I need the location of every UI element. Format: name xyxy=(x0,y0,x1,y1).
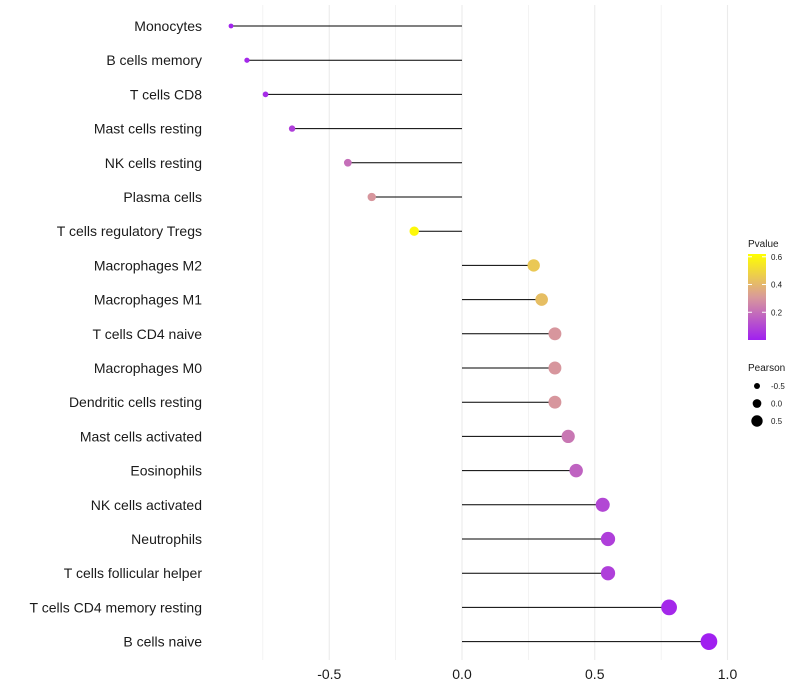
category-label: T cells regulatory Tregs xyxy=(57,223,202,239)
category-label: Dendritic cells resting xyxy=(69,394,202,410)
lollipop-point xyxy=(288,125,296,132)
category-label: T cells CD8 xyxy=(130,86,202,102)
lollipop-point xyxy=(535,293,548,306)
x-tick-label: 1.0 xyxy=(718,666,738,682)
pvalue-legend-label: 0.6 xyxy=(771,253,783,262)
grid-layer xyxy=(262,5,729,660)
category-label: Plasma cells xyxy=(123,189,202,205)
category-labels: Monocytes B cells memory T cells CD8 Mast c… xyxy=(30,18,203,650)
pearson-legend-keys: -0.5 0.0 0.5 xyxy=(751,382,785,427)
lollipop-point xyxy=(343,158,352,167)
lollipop-point xyxy=(262,91,269,98)
lollipop-point xyxy=(661,599,677,616)
pearson-legend: Pearson -0.5 0.0 0.5 xyxy=(748,363,785,427)
lollipop-point xyxy=(228,23,234,29)
lollipop-point xyxy=(548,327,562,341)
stem-layer xyxy=(231,25,709,643)
x-axis-ticks: -0.5 0.0 0.5 1.0 xyxy=(317,666,737,682)
pvalue-legend-label: 0.2 xyxy=(771,308,783,317)
pearson-legend-label: 0.0 xyxy=(771,400,783,409)
category-label: T cells follicular helper xyxy=(64,565,203,581)
x-tick-label: 0.5 xyxy=(585,666,605,682)
pvalue-legend-title: Pvalue xyxy=(748,239,779,250)
pvalue-legend: Pvalue 0.6 0.4 0.2 xyxy=(748,239,783,340)
pearson-legend-label: -0.5 xyxy=(771,382,785,391)
point-layer xyxy=(228,23,718,650)
lollipop-point xyxy=(595,497,610,512)
pvalue-colorbar xyxy=(748,254,766,340)
category-label: B cells memory xyxy=(106,52,202,68)
category-label: T cells CD4 memory resting xyxy=(30,599,202,615)
category-label: Macrophages M1 xyxy=(94,292,202,308)
category-label: Mast cells resting xyxy=(94,121,202,137)
lollipop-point xyxy=(527,259,540,272)
category-label: T cells CD4 naive xyxy=(93,326,203,342)
category-label: NK cells resting xyxy=(105,155,202,171)
pearson-legend-title: Pearson xyxy=(748,363,785,374)
lollipop-point xyxy=(548,361,562,375)
pvalue-legend-label: 0.4 xyxy=(771,281,783,290)
pvalue-legend-ticks: 0.6 0.4 0.2 xyxy=(748,253,783,317)
lollipop-point xyxy=(600,531,616,547)
lollipop-point xyxy=(367,192,376,202)
category-label: Mast cells activated xyxy=(80,428,202,444)
lollipop-point xyxy=(409,226,419,236)
x-tick-label: -0.5 xyxy=(317,666,341,682)
category-label: Monocytes xyxy=(134,18,202,34)
category-label: Macrophages M2 xyxy=(94,257,202,273)
category-label: Neutrophils xyxy=(131,531,202,547)
pearson-legend-key xyxy=(752,399,762,408)
category-label: B cells naive xyxy=(123,634,202,650)
pearson-legend-key xyxy=(754,383,760,389)
lollipop-point xyxy=(548,395,562,409)
lollipop-point xyxy=(700,633,718,650)
lollipop-point xyxy=(569,463,583,478)
category-label: Macrophages M0 xyxy=(94,360,202,376)
category-label: NK cells activated xyxy=(91,497,202,513)
category-label: Eosinophils xyxy=(130,463,202,479)
lollipop-point xyxy=(244,57,250,63)
lollipop-point xyxy=(561,429,575,444)
lollipop-point xyxy=(600,566,616,581)
x-tick-label: 0.0 xyxy=(452,666,472,682)
pearson-legend-label: 0.5 xyxy=(771,417,783,426)
pearson-legend-key xyxy=(751,415,763,427)
